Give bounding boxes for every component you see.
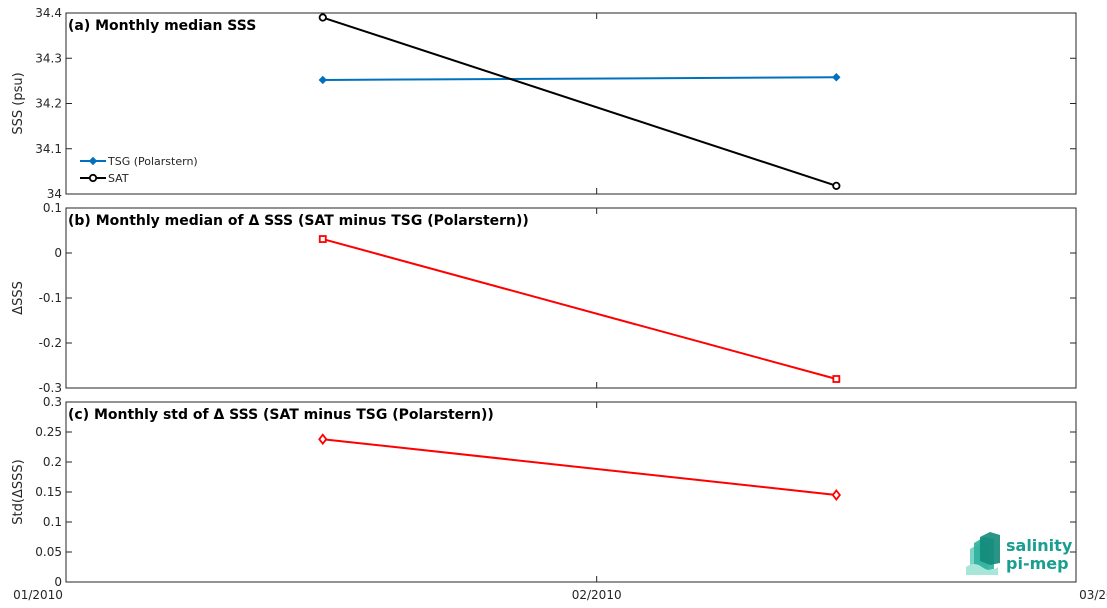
series-1 (318, 13, 841, 190)
panel-a: 34 34.1 34.2 34.3 34.4 SSS (psu) (a) Monthly m… (11, 6, 1077, 201)
data-point (318, 235, 327, 243)
data-point (88, 173, 98, 183)
salinity-pi-mep-logo: salinity pi-mep (966, 532, 1073, 575)
y-tick-label: 0.25 (35, 425, 62, 439)
y-tick-label: 0.3 (43, 395, 62, 409)
data-point (88, 156, 98, 166)
data-point (831, 489, 841, 501)
legend: TSG (Polarstern) SAT (80, 155, 198, 185)
data-point (318, 75, 327, 85)
panel-title: (a) Monthly median SSS (68, 18, 256, 34)
axes-frame (65, 401, 1077, 583)
y-tick-label: 0.15 (35, 485, 62, 499)
y-tick-label: 0 (54, 246, 62, 260)
data-point (832, 73, 841, 82)
data-point (318, 433, 328, 446)
series-line (322, 238, 837, 380)
x-tick-label: 02/2010 (572, 588, 622, 602)
y-tick-label: 34 (47, 187, 62, 201)
panel-title: (c) Monthly std of Δ SSS (SAT minus TSG … (68, 407, 494, 423)
legend-entry-label: SAT (108, 172, 129, 185)
y-tick-label: 34.1 (35, 142, 62, 156)
series-0 (318, 73, 841, 85)
logo-text-pi-mep: pi-mep (1006, 554, 1069, 573)
axes-frame (65, 12, 1077, 195)
x-tick-label: 01/2010 (13, 588, 63, 602)
y-tick-label: 0.1 (43, 515, 62, 529)
panels: 34 34.1 34.2 34.3 34.4 SSS (psu) (a) Monthly m… (11, 6, 1107, 602)
y-tick-label: 34.3 (35, 51, 62, 65)
series-0 (318, 433, 841, 501)
y-tick-label: -0.3 (39, 381, 62, 395)
x-tick-label: 03/2010 (1079, 588, 1107, 602)
legend-entry-label: TSG (Polarstern) (107, 155, 198, 168)
series-line (322, 16, 837, 187)
y-tick-label: 0.2 (43, 455, 62, 469)
data-point (832, 375, 841, 383)
y-tick-label: 0 (54, 575, 62, 589)
y-axis-label: ΔSSS (11, 281, 26, 315)
y-tick-label: 34.2 (35, 97, 62, 111)
panel-c: 0 0.05 0.1 0.15 0.2 0.25 0.3 01/2010 02/2010 03/2… (11, 395, 1107, 602)
data-point (318, 13, 327, 22)
y-tick-label: -0.1 (39, 291, 62, 305)
panel-title: (b) Monthly median of Δ SSS (SAT minus T… (68, 213, 529, 229)
panel-b: -0.3 -0.2 -0.1 0 0.1 ΔSSS (b) Monthly median o… (11, 201, 1077, 395)
y-axis-label: Std(ΔSSS) (11, 459, 26, 524)
axes-frame (65, 207, 1077, 389)
y-tick-label: 34.4 (35, 6, 62, 20)
data-point (832, 181, 841, 190)
series-line (322, 76, 837, 81)
y-tick-label: -0.2 (39, 336, 62, 350)
series-0 (318, 235, 841, 383)
logo-mark-icon (966, 532, 1000, 575)
series-line (322, 438, 837, 496)
y-tick-label: 0.1 (43, 201, 62, 215)
y-tick-label: 0.05 (35, 545, 62, 559)
logo-text-salinity: salinity (1006, 536, 1073, 555)
y-axis-label: SSS (psu) (11, 72, 26, 134)
